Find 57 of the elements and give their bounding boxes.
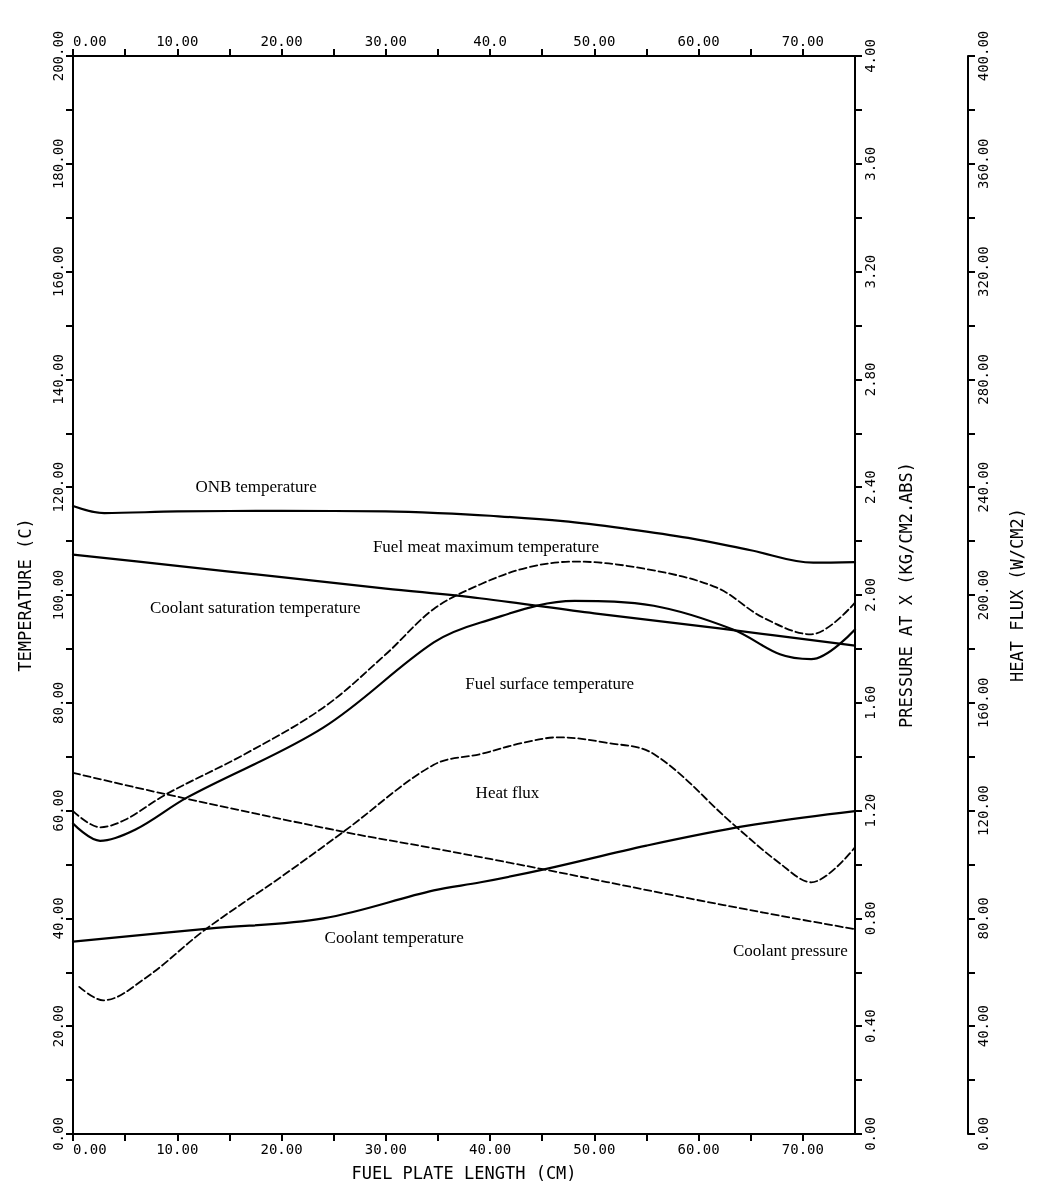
y3-tick-label: 80.00 — [975, 897, 991, 940]
x2-tick-label: 0.00 — [73, 33, 107, 49]
x2-tick-label: 60.00 — [677, 33, 720, 49]
y-tick-label: 120.00 — [50, 461, 66, 513]
y3-axis-title: HEAT FLUX (W/CM2) — [1006, 508, 1027, 682]
text: Fuel surface temperature — [465, 674, 635, 694]
series-label: Heat flux — [475, 782, 540, 802]
y2-tick-label: 4.00 — [862, 39, 878, 73]
y2-tick-label: 0.40 — [862, 1009, 878, 1044]
x-axis-title: FUEL PLATE LENGTH (CM) — [351, 1162, 577, 1183]
y-tick-label: 140.00 — [50, 354, 66, 405]
y-tick-label: 200.00 — [50, 30, 66, 82]
y3-tick-label: 320.00 — [975, 246, 991, 297]
x-tick-label: 50.00 — [573, 1141, 616, 1157]
y2-tick-label: 1.20 — [862, 793, 878, 828]
x2-tick-label: 30.00 — [364, 33, 407, 49]
series-label: ONB temperature — [195, 476, 317, 496]
y-axis-title: TEMPERATURE (C) — [14, 518, 35, 672]
x-tick-label: 10.00 — [156, 1141, 199, 1157]
y2-tick-label: 3.20 — [862, 254, 878, 289]
x-tick-label: 30.00 — [364, 1141, 407, 1157]
y2-tick-label: 2.80 — [862, 362, 878, 397]
y3-tick-label: 40.00 — [975, 1005, 991, 1048]
y-tick-label: 40.00 — [50, 897, 66, 940]
y3-tick-label: 360.00 — [975, 138, 991, 190]
y3-tick-label: 280.00 — [975, 354, 991, 405]
x2-tick-label: 10.00 — [156, 33, 199, 49]
y3-tick-label: 120.00 — [975, 785, 991, 836]
x2-tick-label: 40.0 — [473, 33, 507, 49]
y-tick-label: 180.00 — [50, 138, 66, 190]
y2-tick-label: 2.00 — [862, 578, 878, 612]
x2-tick-label: 50.00 — [573, 33, 616, 49]
series-label: Coolant pressure — [732, 941, 848, 961]
y3-tick-label: 240.00 — [975, 461, 991, 513]
y-tick-label: 160.00 — [50, 246, 66, 297]
x-tick-label: 0.00 — [73, 1141, 107, 1157]
y2-tick-label: 1.60 — [862, 685, 878, 720]
y2-tick-label: 0.80 — [862, 901, 878, 936]
series-label: Coolant saturation temperature — [149, 597, 361, 617]
y2-tick-label: 2.40 — [862, 470, 878, 505]
y3-tick-label: 200.00 — [975, 569, 991, 621]
y-tick-label: 80.00 — [50, 681, 66, 724]
x2-tick-label: 70.00 — [781, 33, 824, 49]
y3-tick-label: 160.00 — [975, 677, 991, 729]
y-tick-label: 20.00 — [50, 1005, 66, 1048]
x-tick-label: 40.00 — [468, 1141, 512, 1157]
x-tick-label: 70.00 — [781, 1141, 824, 1157]
y-tick-label: 60.00 — [50, 789, 66, 832]
series-label: Coolant temperature — [324, 927, 464, 947]
x-tick-label: 20.00 — [260, 1141, 303, 1157]
x-tick-label: 60.00 — [677, 1141, 720, 1157]
y2-tick-label: 3.60 — [862, 146, 878, 181]
series-label: Fuel meat maximum temperature — [372, 536, 600, 556]
y3-tick-label: 400.00 — [975, 30, 991, 82]
y-tick-label: 100.00 — [50, 569, 66, 621]
y2-axis-title: PRESSURE AT X (KG/CM2.ABS) — [895, 461, 916, 729]
x2-tick-label: 20.00 — [260, 33, 303, 49]
